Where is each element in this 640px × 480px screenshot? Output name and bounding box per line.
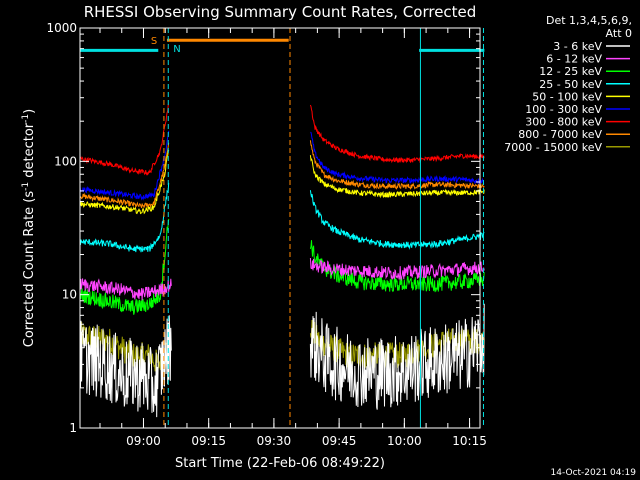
series-trace-6-segment-0 [79, 103, 170, 176]
plot-frame [79, 27, 481, 429]
axis-layer: 1 10 100 1000 09:00 09:15 09:30 09:45 10:00 10:15 [46, 21, 486, 448]
series-trace-3-segment-1 [309, 190, 485, 250]
x-tick-label-2: 09:30 [257, 434, 292, 448]
marker-label-0: S [151, 36, 157, 47]
legend-label-7: 800 - 7000 keV [518, 128, 602, 141]
series-trace-0-segment-0 [79, 315, 172, 418]
legend-header-line-2: Att 0 [606, 27, 632, 40]
chart-title: RHESSI Observing Summary Count Rates, Co… [84, 3, 477, 21]
legend-label-8: 7000 - 15000 keV [504, 141, 602, 154]
y-axis-label-sup1: -1 [21, 182, 31, 191]
y-axis-label-mid: detector [22, 122, 37, 182]
legend-label-2: 12 - 25 keV [539, 65, 602, 78]
y-tick-label-2: 100 [54, 154, 77, 168]
marker-label-1: N [173, 44, 180, 55]
x-tick-label-3: 09:45 [322, 434, 357, 448]
footer-date: 14-Oct-2021 04:19 [551, 468, 637, 478]
legend-label-3: 25 - 50 keV [539, 78, 602, 91]
legend-label-5: 100 - 300 keV [525, 103, 602, 116]
series-trace-5-segment-0 [79, 130, 170, 201]
series-trace-7-segment-1 [309, 140, 485, 190]
y-tick-label-1: 10 [62, 288, 77, 302]
series-trace-4-segment-1 [309, 155, 485, 199]
x-tick-label-0: 09:00 [126, 434, 161, 448]
series-trace-0-segment-1 [309, 303, 485, 410]
series-trace-1-segment-1 [309, 257, 485, 281]
series-trace-7-segment-0 [79, 142, 170, 210]
series-trace-3-segment-0 [79, 182, 170, 253]
series-trace-5-segment-1 [310, 131, 485, 185]
x-axis-label: Start Time (22-Feb-06 08:49:22) [175, 456, 385, 471]
series-trace-1-segment-0 [79, 278, 172, 301]
y-tick-label-0: 1 [69, 421, 77, 435]
y-axis-label-sup2: -1 [21, 114, 31, 123]
series-trace-8-segment-0 [79, 321, 168, 372]
y-tick-label-3: 1000 [46, 21, 77, 35]
series-trace-6-segment-1 [309, 104, 485, 164]
legend-label-6: 300 - 800 keV [525, 116, 602, 129]
series-trace-4-segment-0 [80, 149, 170, 215]
legend-label-0: 3 - 6 keV [553, 40, 602, 53]
series-trace-2-segment-1 [309, 240, 485, 293]
y-axis-label-end: ) [22, 109, 37, 114]
y-axis-label: Corrected Count Rate (s-1 detector-1) [21, 109, 37, 347]
x-tick-label-1: 09:15 [191, 434, 226, 448]
x-tick-label-4: 10:00 [387, 434, 422, 448]
legend-label-4: 50 - 100 keV [532, 90, 602, 103]
series-trace-2-segment-0 [79, 218, 170, 315]
x-tick-label-5: 10:15 [452, 434, 487, 448]
legend-header-line-1: Det 1,3,4,5,6,9, [546, 14, 632, 27]
legend-label-1: 6 - 12 keV [546, 53, 602, 66]
y-axis-label-main: Corrected Count Rate (s [22, 191, 37, 348]
